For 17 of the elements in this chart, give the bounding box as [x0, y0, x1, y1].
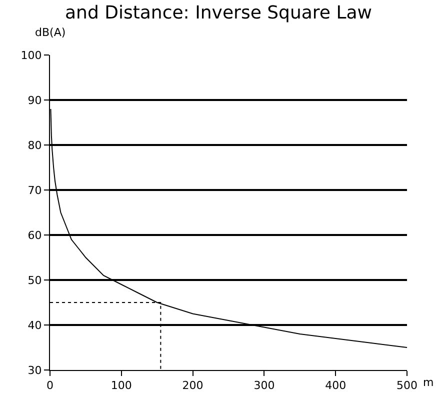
- y-tick-label: 50: [28, 274, 42, 287]
- x-tick-label: 300: [254, 379, 275, 392]
- y-tick-label: 70: [28, 184, 42, 197]
- y-tick-label: 100: [20, 48, 42, 62]
- y-tick-label: 90: [28, 94, 42, 107]
- y-tick-label: 40: [28, 318, 42, 332]
- x-tick-label: 100: [110, 379, 132, 392]
- x-axis-title: m: [423, 376, 434, 389]
- x-tick-label: 500: [396, 379, 418, 392]
- y-tick-label: 80: [28, 138, 42, 152]
- x-tick-label: 200: [182, 379, 204, 392]
- x-tick-label: 400: [325, 379, 346, 392]
- y-tick-label: 60: [28, 228, 42, 242]
- y-tick-label: 30: [28, 364, 42, 377]
- chart-title: and Distance: Inverse Square Law: [65, 2, 372, 24]
- y-axis-title: dB(A): [35, 26, 66, 39]
- x-tick-label: 0: [46, 379, 54, 392]
